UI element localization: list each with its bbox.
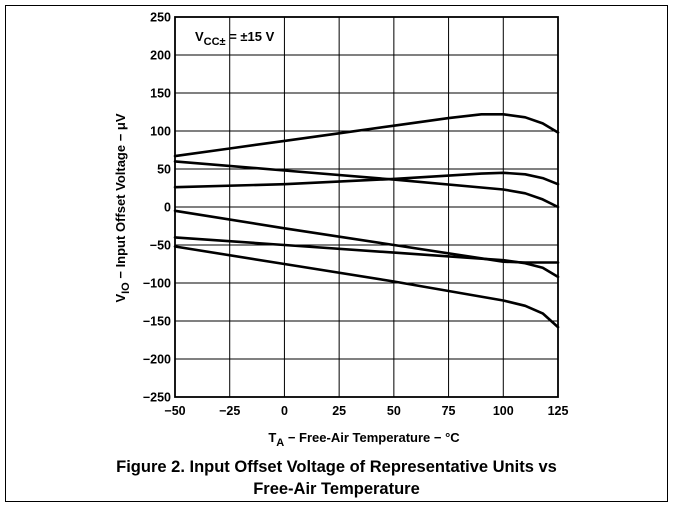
x-axis-title-sub: A bbox=[276, 437, 284, 449]
annotation-rest: = ±15 V bbox=[226, 29, 275, 44]
y-tick-label: −50 bbox=[150, 239, 171, 253]
x-axis-title-main: T bbox=[268, 430, 276, 445]
y-tick-label: 0 bbox=[164, 201, 171, 215]
y-axis-title: VIO − Input Offset Voltage − μV bbox=[113, 113, 132, 302]
y-tick-label: 50 bbox=[157, 163, 171, 177]
y-tick-label: 200 bbox=[150, 49, 171, 63]
caption-line-2: Free-Air Temperature bbox=[253, 480, 420, 498]
y-tick-label: −250 bbox=[143, 391, 171, 405]
x-tick-label: −50 bbox=[164, 404, 185, 418]
y-tick-labels: 250 200 150 100 50 0 −50 −100 −150 −200 −250 bbox=[143, 11, 171, 405]
x-tick-label: 125 bbox=[548, 404, 569, 418]
y-tick-label: −200 bbox=[143, 353, 171, 367]
y-axis-title-sub: IO bbox=[120, 282, 132, 294]
y-tick-label: 150 bbox=[150, 87, 171, 101]
y-tick-label: −150 bbox=[143, 315, 171, 329]
x-tick-label: 75 bbox=[442, 404, 456, 418]
x-tick-label: 25 bbox=[332, 404, 346, 418]
series-line-5 bbox=[173, 209, 560, 264]
chart: −50 −25 0 25 50 75 100 125 250200150100500−50−1… bbox=[113, 11, 568, 450]
series-line-4 bbox=[173, 236, 560, 279]
y-tick-label: −100 bbox=[143, 277, 171, 291]
annotation-sub: CC± bbox=[204, 36, 226, 48]
x-axis-title: TA − Free-Air Temperature − °C bbox=[268, 430, 460, 449]
y-axis-title-main: V bbox=[113, 294, 128, 303]
x-tick-label: 50 bbox=[387, 404, 401, 418]
figure-caption: Figure 2. Input Offset Voltage of Repres… bbox=[0, 456, 673, 500]
y-tick-label: 100 bbox=[150, 125, 171, 139]
x-axis-title-rest: − Free-Air Temperature − °C bbox=[284, 430, 460, 445]
series-group bbox=[173, 113, 560, 329]
y-tick-label: 250 bbox=[150, 11, 171, 25]
x-tick-label: −25 bbox=[219, 404, 240, 418]
y-axis-title-rest: − Input Offset Voltage − μV bbox=[113, 113, 128, 282]
x-tick-label: 100 bbox=[493, 404, 514, 418]
series-line-1 bbox=[173, 113, 560, 158]
grid bbox=[174, 16, 559, 398]
supply-annotation: VCC± = ±15 V bbox=[195, 29, 275, 48]
caption-line-1: Figure 2. Input Offset Voltage of Repres… bbox=[116, 458, 557, 476]
x-tick-label: 0 bbox=[281, 404, 288, 418]
series-line-2 bbox=[173, 171, 560, 189]
annotation-main: V bbox=[195, 29, 204, 44]
series-line-3 bbox=[173, 160, 560, 209]
series-line-6 bbox=[173, 245, 560, 329]
figure-frame bbox=[5, 5, 668, 502]
x-tick-labels: −50 −25 0 25 50 75 100 125 bbox=[164, 404, 568, 418]
